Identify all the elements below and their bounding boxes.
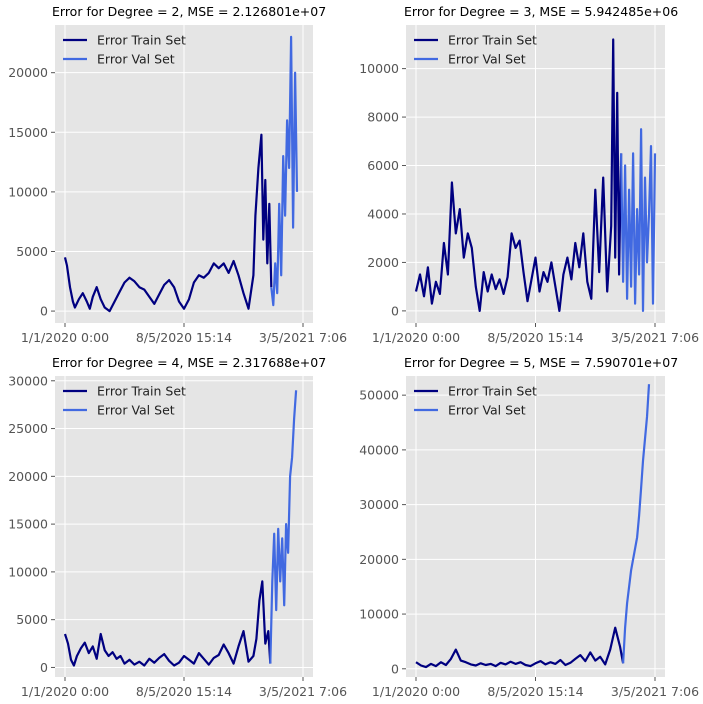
legend-label: Error Train Set xyxy=(97,384,186,399)
subplot-2: 0 2000 4000 6000 8000 10000 1/1/2020 0:00 8/5/2… xyxy=(359,4,699,345)
series-line-val xyxy=(270,35,299,307)
y-tick-label: 10000 xyxy=(8,564,48,579)
legend: Error Train Set Error Val Set xyxy=(63,33,186,67)
series-line-train xyxy=(63,133,273,313)
y-tick-label: 0 xyxy=(40,660,48,675)
chart-title: Error for Degree = 3, MSE = 5.942485e+06 xyxy=(404,4,678,19)
y-tick-label: 30000 xyxy=(8,373,48,388)
legend-label: Error Val Set xyxy=(448,403,526,418)
y-tick-label: 2000 xyxy=(367,255,399,270)
series-line-val xyxy=(269,390,298,664)
y-tick-label: 4000 xyxy=(367,206,399,221)
y-tick-label: 50000 xyxy=(359,388,399,403)
y-tick-label: 5000 xyxy=(16,244,48,259)
y-tick-label: 0 xyxy=(391,303,399,318)
series-line-train xyxy=(63,580,272,667)
y-tick-label: 20000 xyxy=(8,65,48,80)
legend-label: Error Val Set xyxy=(97,403,175,418)
series-line-train xyxy=(415,626,625,669)
series-line-val xyxy=(622,384,651,664)
chart-title: Error for Degree = 5, MSE = 7.590701e+07 xyxy=(404,355,678,370)
series-line-val xyxy=(620,128,657,312)
legend-label: Error Val Set xyxy=(97,52,175,67)
y-tick-label: 10000 xyxy=(8,184,48,199)
y-tick-label: 40000 xyxy=(359,442,399,457)
y-tick-label: 10000 xyxy=(359,61,399,76)
series-line-train xyxy=(414,38,623,312)
subplot-4: 0 10000 20000 30000 40000 50000 1/1/2020 0:00 8… xyxy=(359,355,699,699)
chart-title: Error for Degree = 4, MSE = 2.317688e+07 xyxy=(52,355,326,370)
x-tick-label: 8/5/2020 15:14 xyxy=(487,330,583,345)
x-tick-label: 1/1/2020 0:00 xyxy=(21,330,109,345)
y-tick-label: 15000 xyxy=(8,125,48,140)
y-tick-label: 20000 xyxy=(8,469,48,484)
y-tick-label: 15000 xyxy=(8,517,48,532)
x-tick-label: 8/5/2020 15:14 xyxy=(487,684,583,699)
legend: Error Train Set Error Val Set xyxy=(414,33,537,67)
y-tick-label: 25000 xyxy=(8,421,48,436)
y-tick-label: 5000 xyxy=(16,612,48,627)
subplot-1: 0 5000 10000 15000 20000 1/1/2020 0:00 8/5/202… xyxy=(8,4,347,345)
x-tick-label: 3/5/2021 7:06 xyxy=(611,684,699,699)
y-tick-label: 30000 xyxy=(359,497,399,512)
legend: Error Train Set Error Val Set xyxy=(63,384,186,418)
y-tick-label: 10000 xyxy=(359,607,399,622)
subplot-3: 0 5000 10000 15000 20000 25000 30000 1/1/2020 0… xyxy=(8,355,347,699)
y-tick-label: 8000 xyxy=(367,110,399,125)
x-tick-label: 3/5/2021 7:06 xyxy=(611,330,699,345)
y-tick-label: 6000 xyxy=(367,158,399,173)
legend-label: Error Train Set xyxy=(448,33,537,48)
legend-label: Error Train Set xyxy=(448,384,537,399)
x-tick-label: 8/5/2020 15:14 xyxy=(136,330,232,345)
x-tick-label: 1/1/2020 0:00 xyxy=(372,684,460,699)
y-tick-label: 0 xyxy=(391,661,399,676)
x-tick-label: 1/1/2020 0:00 xyxy=(372,330,460,345)
y-tick-label: 0 xyxy=(40,304,48,319)
x-tick-label: 3/5/2021 7:06 xyxy=(259,330,347,345)
x-tick-label: 1/1/2020 0:00 xyxy=(21,684,109,699)
legend-label: Error Train Set xyxy=(97,33,186,48)
y-tick-label: 20000 xyxy=(359,552,399,567)
legend-label: Error Val Set xyxy=(448,52,526,67)
x-tick-label: 8/5/2020 15:14 xyxy=(136,684,232,699)
x-tick-label: 3/5/2021 7:06 xyxy=(259,684,347,699)
legend: Error Train Set Error Val Set xyxy=(414,384,537,418)
chart-title: Error for Degree = 2, MSE = 2.126801e+07 xyxy=(52,4,326,19)
